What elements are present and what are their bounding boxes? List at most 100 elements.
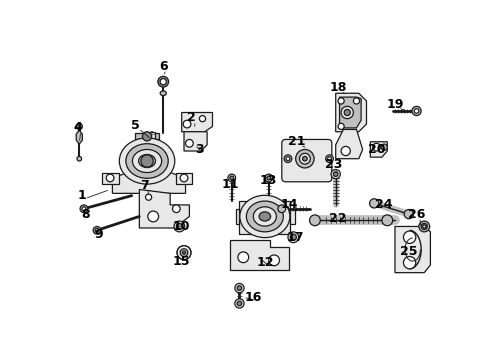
Polygon shape bbox=[339, 97, 360, 128]
Circle shape bbox=[403, 256, 415, 269]
Circle shape bbox=[372, 143, 380, 151]
Circle shape bbox=[176, 223, 182, 230]
Circle shape bbox=[403, 231, 415, 243]
Circle shape bbox=[337, 98, 344, 104]
Circle shape bbox=[180, 249, 187, 256]
Circle shape bbox=[185, 139, 193, 147]
Ellipse shape bbox=[239, 195, 289, 238]
Text: 11: 11 bbox=[221, 177, 239, 190]
Text: 19: 19 bbox=[386, 98, 403, 111]
Circle shape bbox=[180, 174, 187, 182]
Circle shape bbox=[284, 155, 291, 163]
Circle shape bbox=[142, 132, 151, 141]
Ellipse shape bbox=[160, 91, 166, 95]
Text: 2: 2 bbox=[187, 111, 196, 125]
Circle shape bbox=[369, 199, 378, 208]
Circle shape bbox=[264, 174, 272, 182]
Circle shape bbox=[309, 215, 320, 226]
Text: 15: 15 bbox=[173, 255, 190, 267]
Circle shape bbox=[285, 157, 289, 161]
Ellipse shape bbox=[138, 154, 155, 167]
Circle shape bbox=[237, 286, 241, 291]
Circle shape bbox=[380, 144, 386, 150]
Circle shape bbox=[337, 123, 344, 130]
Circle shape bbox=[341, 147, 349, 156]
Text: 12: 12 bbox=[256, 256, 274, 269]
FancyBboxPatch shape bbox=[281, 139, 331, 182]
Text: 26: 26 bbox=[407, 208, 425, 221]
Circle shape bbox=[413, 109, 418, 113]
Circle shape bbox=[295, 149, 313, 168]
Circle shape bbox=[82, 207, 86, 211]
Circle shape bbox=[411, 106, 420, 116]
Circle shape bbox=[420, 223, 427, 230]
Circle shape bbox=[333, 172, 337, 176]
Text: 1: 1 bbox=[77, 189, 86, 202]
Circle shape bbox=[183, 120, 190, 128]
Circle shape bbox=[330, 170, 340, 179]
Circle shape bbox=[238, 252, 248, 263]
Circle shape bbox=[77, 156, 81, 161]
Text: 14: 14 bbox=[280, 198, 298, 211]
Text: 6: 6 bbox=[159, 60, 167, 73]
Circle shape bbox=[182, 251, 185, 254]
Text: 9: 9 bbox=[94, 228, 102, 240]
Circle shape bbox=[141, 155, 153, 167]
Circle shape bbox=[93, 226, 101, 234]
Ellipse shape bbox=[125, 144, 168, 178]
Circle shape bbox=[266, 176, 270, 180]
Polygon shape bbox=[369, 142, 386, 157]
Circle shape bbox=[80, 205, 87, 213]
Text: 21: 21 bbox=[288, 135, 305, 148]
Ellipse shape bbox=[246, 201, 283, 232]
Circle shape bbox=[95, 228, 99, 232]
Ellipse shape bbox=[259, 212, 270, 221]
Text: 17: 17 bbox=[286, 231, 304, 244]
Polygon shape bbox=[394, 226, 429, 273]
Polygon shape bbox=[183, 132, 207, 151]
Circle shape bbox=[418, 221, 429, 232]
Polygon shape bbox=[239, 201, 290, 234]
Circle shape bbox=[325, 155, 333, 163]
Text: 23: 23 bbox=[324, 158, 342, 171]
Circle shape bbox=[234, 299, 244, 308]
Polygon shape bbox=[335, 93, 366, 132]
Circle shape bbox=[199, 116, 205, 122]
Ellipse shape bbox=[253, 207, 276, 226]
Circle shape bbox=[344, 109, 349, 116]
Circle shape bbox=[234, 283, 244, 293]
Polygon shape bbox=[335, 130, 362, 159]
Polygon shape bbox=[290, 209, 294, 224]
Polygon shape bbox=[182, 112, 212, 132]
Ellipse shape bbox=[119, 138, 174, 184]
Text: 13: 13 bbox=[260, 174, 277, 187]
Circle shape bbox=[172, 205, 180, 213]
Text: 20: 20 bbox=[367, 143, 385, 156]
Text: 25: 25 bbox=[399, 244, 417, 258]
Circle shape bbox=[353, 98, 359, 104]
Polygon shape bbox=[139, 189, 189, 228]
Polygon shape bbox=[102, 172, 118, 184]
Circle shape bbox=[177, 246, 190, 260]
Text: 16: 16 bbox=[244, 291, 262, 304]
Text: 7: 7 bbox=[140, 179, 149, 192]
Text: 8: 8 bbox=[81, 208, 90, 221]
Polygon shape bbox=[235, 209, 239, 224]
Circle shape bbox=[147, 211, 158, 222]
Circle shape bbox=[76, 123, 82, 130]
Text: 18: 18 bbox=[328, 81, 346, 94]
Text: 22: 22 bbox=[328, 212, 346, 225]
Circle shape bbox=[277, 205, 285, 213]
Circle shape bbox=[404, 210, 413, 219]
Circle shape bbox=[327, 157, 331, 161]
Circle shape bbox=[145, 194, 151, 200]
Circle shape bbox=[299, 153, 310, 164]
Text: 24: 24 bbox=[375, 198, 392, 211]
Circle shape bbox=[174, 221, 184, 232]
Polygon shape bbox=[135, 133, 158, 139]
Circle shape bbox=[229, 176, 233, 180]
Polygon shape bbox=[112, 172, 185, 193]
Circle shape bbox=[287, 232, 298, 243]
Circle shape bbox=[106, 174, 114, 182]
Polygon shape bbox=[76, 130, 82, 144]
